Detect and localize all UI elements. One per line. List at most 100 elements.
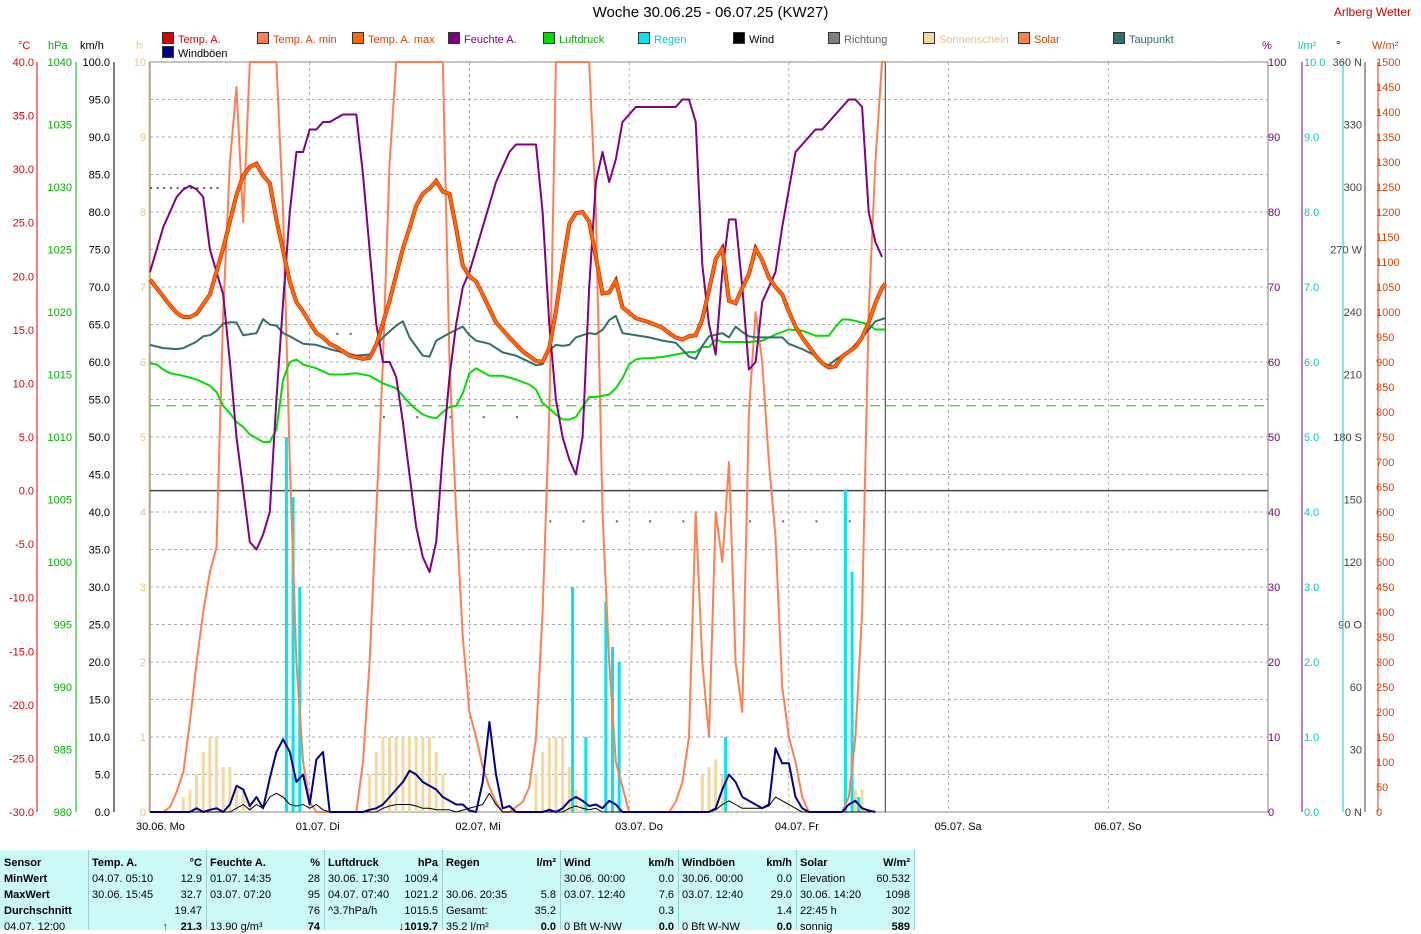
solar-tick-label: 1350	[1376, 132, 1400, 144]
stats-cell-label: Elevation	[800, 873, 846, 885]
stats-cell-label: 30.06. 14:20	[800, 889, 862, 901]
wind-tick-label: 45.0	[89, 470, 110, 482]
stats-cell-value: 1021.2	[404, 889, 438, 901]
stats-cell-value: 35.2	[534, 905, 556, 917]
legend-label: Richtung	[844, 34, 888, 46]
stats-column: Windböen km/h 30.06. 00:00 0.0 03.07. 12:40 2…	[678, 850, 797, 933]
solar-tick-label: 900	[1376, 357, 1394, 369]
solar-tick-label: 50	[1376, 782, 1388, 794]
stats-header: Luftdruck	[328, 857, 379, 869]
series-line-taupunkt	[149, 314, 886, 367]
stats-cell-value: 0.3	[658, 905, 674, 917]
direction-dot	[615, 520, 618, 523]
temp-tick-label: -15.0	[9, 646, 34, 658]
pressure-tick-label: 1020	[48, 307, 72, 319]
direction-tick-label: 180 S	[1333, 432, 1362, 444]
direction-dot	[209, 187, 212, 189]
stats-cell-value: 0.0	[776, 921, 792, 933]
stats-cell-value: 0.0	[540, 921, 556, 933]
solar-tick-label: 1200	[1376, 207, 1400, 219]
pressure-tick-label: 1015	[48, 370, 72, 382]
legend-swatch	[1018, 32, 1030, 44]
rain-tick-label: 4.0	[1304, 507, 1319, 519]
stats-row: ^3.7hPa/h 1015.5	[328, 904, 438, 918]
stats-column: Sensor MinWert MaxWert Durchschnitt 04.07. 1…	[0, 850, 89, 933]
stats-row: 03.07. 12:40 29.0	[682, 888, 792, 902]
stats-unit: %	[310, 857, 320, 869]
direction-dot	[649, 520, 652, 523]
x-tick-label: 01.07. Di	[296, 821, 340, 833]
direction-dot	[150, 187, 152, 189]
sunshine-bar	[201, 752, 205, 812]
solar-tick-label: 1300	[1376, 157, 1400, 169]
stats-header-row: Feuchte A.%	[210, 856, 320, 870]
legend-swatch	[448, 32, 460, 44]
temp-tick-label: 30.0	[13, 164, 34, 176]
sunshine-bar	[195, 774, 199, 812]
direction-dot	[169, 187, 172, 189]
rain-bar	[617, 662, 621, 812]
pressure-tick-label: 1030	[48, 182, 72, 194]
x-tick-label: 02.07. Mi	[455, 821, 500, 833]
stats-cell-label: 03.07. 12:40	[682, 889, 744, 901]
weather-chart: -30.0-25.0-20.0-15.0-10.0-5.00.05.010.01…	[9, 57, 1401, 833]
x-tick-label: 30.06. Mo	[136, 821, 185, 833]
stats-row: 1.4	[682, 904, 792, 918]
sunshine-bar	[221, 767, 225, 812]
stats-cell-value: 5.8	[540, 889, 556, 901]
rain-tick-label: 8.0	[1304, 207, 1319, 219]
sunshine-bar	[541, 752, 545, 812]
stats-header: Feuchte A.	[210, 857, 266, 869]
sunshine-bar	[248, 804, 252, 812]
stats-cell-value: 12.9	[180, 873, 202, 885]
rain-bar	[611, 647, 615, 812]
wind-tick-label: 60.0	[89, 357, 110, 369]
legend-swatch	[162, 32, 174, 44]
stats-cell-value: 28	[307, 873, 320, 885]
solar-tick-label: 600	[1376, 507, 1394, 519]
solar-tick-label: 750	[1376, 432, 1394, 444]
direction-tick-label: 300	[1344, 182, 1362, 194]
sunshine-unit: h	[136, 40, 143, 52]
humidity-tick-label: 50	[1268, 432, 1280, 444]
solar-tick-label: 150	[1376, 732, 1394, 744]
sunshine-tick-label: 0	[140, 807, 146, 819]
stats-row: 30.06. 00:00 0.0	[564, 872, 674, 886]
stats-cell-label: 30.06. 00:00	[564, 873, 626, 885]
stats-header: Sensor	[4, 857, 42, 869]
stats-cell-value: 0.0	[658, 921, 674, 933]
wind-tick-label: 100.0	[82, 57, 110, 69]
wind-tick-label: 70.0	[89, 282, 110, 294]
stats-row: 0 Bft W-NW 0.0	[682, 920, 792, 934]
wind-tick-label: 20.0	[89, 657, 110, 669]
legend-label: Solar	[1034, 34, 1060, 46]
legend-swatch	[733, 32, 745, 44]
solar-tick-label: 1150	[1376, 232, 1400, 244]
pressure-tick-label: 1010	[48, 432, 72, 444]
stats-row: 22:45 h 302	[800, 904, 910, 918]
direction-dot	[416, 416, 419, 419]
stats-row: 35.2 l/m² 0.0	[446, 920, 556, 934]
legend-label: Temp. A. max	[368, 34, 435, 46]
stats-row: 19.47	[92, 904, 202, 918]
stats-unit: l/m²	[536, 857, 556, 869]
wind-tick-label: 50.0	[89, 432, 110, 444]
wind-tick-label: 65.0	[89, 320, 110, 332]
direction-tick-label: 240	[1344, 307, 1362, 319]
stats-header-row: Windböen km/h	[682, 856, 792, 870]
wind-tick-label: 25.0	[89, 620, 110, 632]
stats-header-row: Solar W/m²	[800, 856, 910, 870]
rain-bar	[724, 737, 728, 812]
temp-tick-label: -10.0	[9, 593, 34, 605]
stats-row: 30.06. 14:20 1098	[800, 888, 910, 902]
stats-row: 30.06. 17:30 1009.4	[328, 872, 438, 886]
solar-unit: W/m²	[1372, 40, 1399, 52]
humidity-tick-label: 20	[1268, 657, 1280, 669]
sunshine-bar	[547, 737, 551, 812]
stats-row: ↑ 21.3	[92, 920, 203, 934]
temp-tick-label: 0.0	[19, 486, 34, 498]
humidity-unit: %	[1262, 40, 1272, 52]
sunshine-bar	[388, 737, 392, 812]
legend-item: Regen	[638, 32, 686, 46]
stats-unit: km/h	[648, 857, 674, 869]
